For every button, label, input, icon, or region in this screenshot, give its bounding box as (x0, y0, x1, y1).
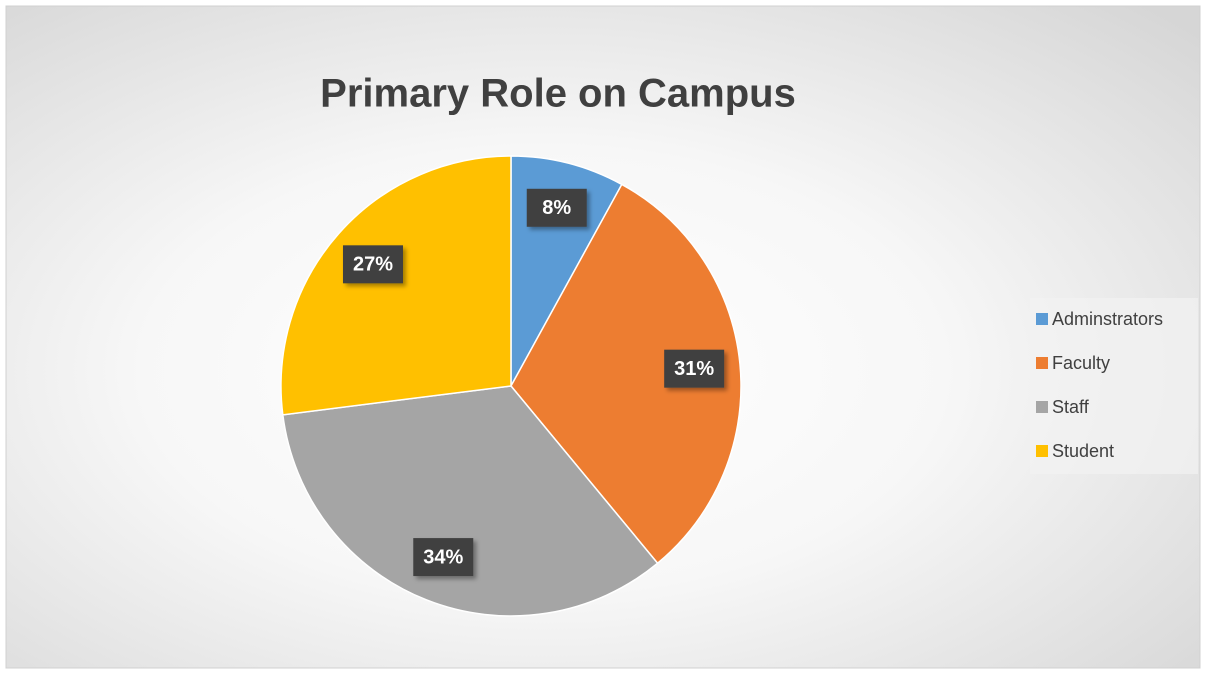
legend-label: Student (1052, 441, 1114, 461)
pie-slice (280, 155, 512, 416)
data-label-box (413, 538, 474, 577)
data-label: 31% (674, 358, 714, 380)
legend-label: Faculty (1052, 353, 1110, 373)
legend-swatch (1036, 357, 1048, 369)
data-label-box (526, 188, 587, 227)
legend-swatch (1036, 401, 1048, 413)
data-label: 34% (423, 546, 463, 568)
pie-slice (281, 385, 659, 617)
pie-slice (510, 183, 742, 565)
legend-label: Staff (1052, 397, 1090, 417)
data-label-box (342, 245, 403, 284)
data-label-box (664, 349, 725, 388)
legend-box (1030, 298, 1198, 474)
chart-title: Primary Role on Campus (320, 72, 796, 116)
legend-swatch (1036, 313, 1048, 325)
data-label: 8% (542, 197, 571, 219)
data-label: 27% (353, 254, 393, 276)
legend-label: Adminstrators (1052, 309, 1163, 329)
legend-swatch (1036, 445, 1048, 457)
